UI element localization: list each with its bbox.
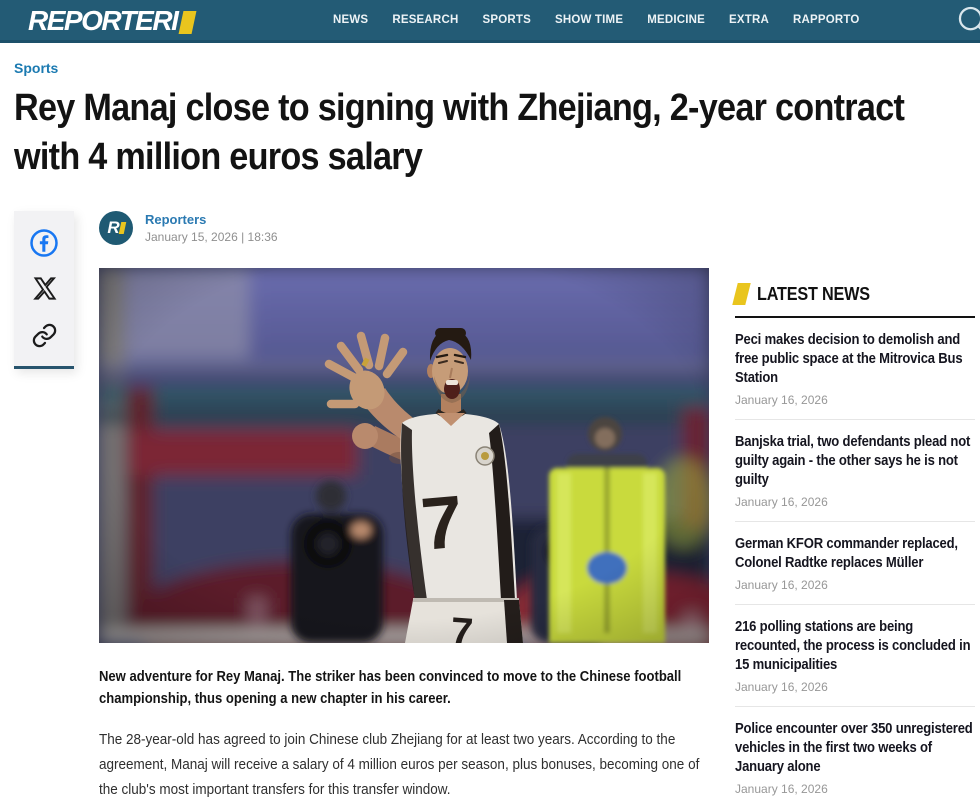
logo-yellow-block-icon (178, 10, 197, 34)
latest-news-item-date: January 16, 2026 (735, 495, 828, 509)
article-lede: New adventure for Rey Manaj. The striker… (99, 669, 682, 707)
nav-item-extra[interactable]: EXTRA (729, 14, 770, 26)
search-button[interactable] (950, 1, 980, 41)
main-nav: NEWS RESEARCH SPORTS SHOW TIME MEDICINE EXTRA… (333, 0, 860, 40)
share-x-button[interactable] (29, 275, 59, 305)
nav-item-rapporto[interactable]: RAPPORTO (793, 14, 860, 26)
nav-item-sports[interactable]: SPORTS (482, 14, 531, 26)
author-avatar: R (99, 211, 133, 245)
share-copy-link-button[interactable] (29, 322, 59, 352)
latest-news-list: Peci makes decision to demolish and free… (735, 318, 975, 808)
latest-news-item-title[interactable]: Police encounter over 350 unregistered v… (735, 721, 973, 775)
latest-news-item-title[interactable]: 216 polling stations are being recounted… (735, 619, 971, 673)
site-logo-text: REPORTERI (28, 5, 179, 36)
latest-news-item-date: January 16, 2026 (735, 578, 828, 592)
latest-news-item-title[interactable]: Banjska trial, two defendants plead not … (735, 434, 971, 488)
nav-item-show-time[interactable]: SHOW TIME (554, 14, 624, 26)
article-body-paragraph: The 28-year-old has agreed to join Chine… (99, 731, 700, 798)
yellow-marker-icon (732, 283, 751, 305)
breadcrumb-category[interactable]: Sports (14, 60, 59, 76)
latest-news-header: LATEST NEWS (732, 283, 975, 318)
facebook-icon (29, 229, 59, 261)
publish-date: January 15, 2026 | 18:36 (145, 230, 278, 244)
latest-news-item: German KFOR commander replaced, Colonel … (735, 521, 975, 604)
nav-item-research[interactable]: RESEARCH (392, 14, 459, 26)
latest-news-item: 216 polling stations are being recounted… (735, 604, 975, 706)
latest-news-item: Peci makes decision to demolish and free… (735, 318, 975, 419)
latest-news-item-date: January 16, 2026 (735, 393, 828, 407)
avatar-letter: R (107, 218, 119, 237)
latest-news-sidebar: LATEST NEWS Peci makes decision to demol… (732, 283, 975, 808)
site-logo[interactable]: REPORTERI (28, 5, 197, 37)
share-rail (14, 211, 74, 369)
article-title: Rey Manaj close to signing with Zhejiang… (14, 87, 905, 178)
x-icon (31, 277, 58, 305)
copy-link-icon (31, 323, 58, 352)
article-hero-image: 7 7 (99, 268, 709, 643)
latest-news-title: LATEST NEWS (757, 283, 870, 304)
latest-news-item: Banjska trial, two defendants plead not … (735, 419, 975, 521)
share-facebook-button[interactable] (29, 228, 59, 258)
latest-news-item-title[interactable]: Peci makes decision to demolish and free… (735, 332, 963, 386)
avatar-yellow-block-icon (118, 222, 126, 234)
latest-news-item-date: January 16, 2026 (735, 782, 828, 796)
author-name-link[interactable]: Reporters (145, 212, 207, 227)
site-header: REPORTERI NEWS RESEARCH SPORTS SHOW TIME MED… (0, 0, 980, 43)
nav-item-medicine[interactable]: MEDICINE (647, 14, 706, 26)
search-icon (955, 6, 980, 40)
latest-news-item-title[interactable]: German KFOR commander replaced, Colonel … (735, 536, 958, 571)
nav-item-news[interactable]: NEWS (333, 14, 369, 26)
latest-news-item-date: January 16, 2026 (735, 680, 828, 694)
